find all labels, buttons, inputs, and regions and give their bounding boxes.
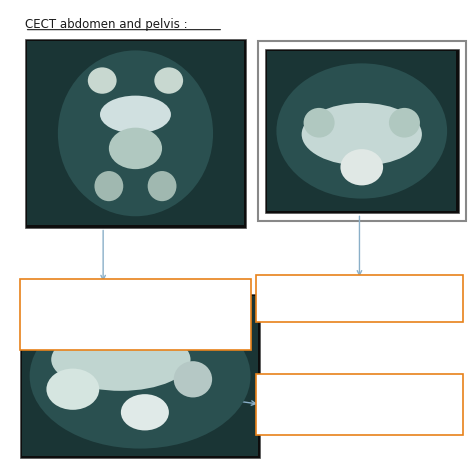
Ellipse shape bbox=[303, 108, 335, 137]
Ellipse shape bbox=[94, 171, 123, 201]
Ellipse shape bbox=[148, 171, 176, 201]
FancyBboxPatch shape bbox=[25, 39, 246, 228]
Ellipse shape bbox=[155, 67, 183, 94]
FancyBboxPatch shape bbox=[20, 279, 251, 350]
Ellipse shape bbox=[100, 96, 171, 133]
Text: stomach: stomach bbox=[338, 410, 381, 419]
FancyBboxPatch shape bbox=[20, 293, 260, 458]
FancyBboxPatch shape bbox=[255, 374, 464, 435]
Ellipse shape bbox=[301, 103, 422, 165]
Ellipse shape bbox=[340, 149, 383, 185]
Text: Gross pneumoperitoneum: Gross pneumoperitoneum bbox=[293, 294, 426, 303]
FancyBboxPatch shape bbox=[27, 41, 244, 225]
Ellipse shape bbox=[121, 394, 169, 430]
Text: CECT abdomen and pelvis :: CECT abdomen and pelvis : bbox=[25, 18, 187, 31]
Ellipse shape bbox=[173, 361, 212, 398]
FancyBboxPatch shape bbox=[265, 48, 459, 213]
Ellipse shape bbox=[109, 128, 162, 169]
Text: Organoaxial rotation of the: Organoaxial rotation of the bbox=[290, 392, 429, 401]
Ellipse shape bbox=[389, 108, 420, 137]
Ellipse shape bbox=[51, 328, 191, 391]
Text: Massively dilated stomach with loss of the
enhancement of gastric wall: Massively dilated stomach with loss of t… bbox=[27, 305, 244, 324]
Ellipse shape bbox=[29, 303, 251, 448]
Ellipse shape bbox=[58, 50, 213, 216]
FancyBboxPatch shape bbox=[22, 296, 258, 456]
Ellipse shape bbox=[46, 369, 99, 410]
Ellipse shape bbox=[88, 67, 117, 94]
FancyBboxPatch shape bbox=[258, 41, 465, 220]
FancyBboxPatch shape bbox=[267, 51, 456, 211]
Ellipse shape bbox=[276, 64, 447, 199]
FancyBboxPatch shape bbox=[255, 275, 464, 322]
